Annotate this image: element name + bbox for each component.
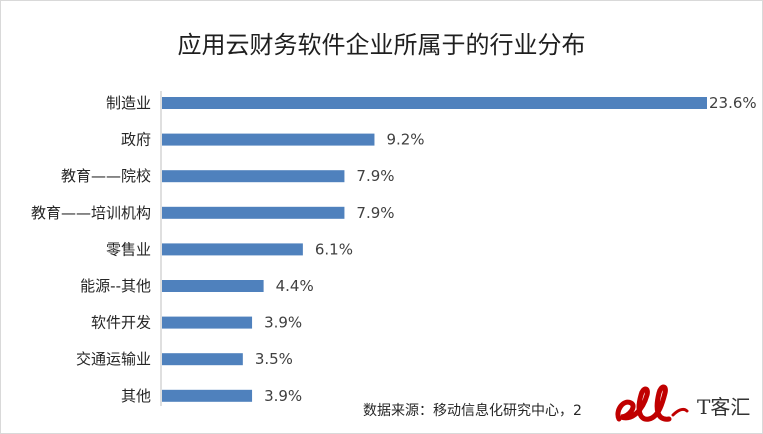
source-note: 数据来源：移动信息化研究中心，2: [363, 403, 582, 419]
category-label-3: 教育——院校: [61, 167, 151, 185]
value-label-3: 7.9%: [356, 167, 394, 185]
category-label-7: 软件开发: [91, 314, 151, 332]
category-label-4: 教育——培训机构: [31, 204, 151, 222]
value-label-5: 6.1%: [315, 240, 353, 258]
ell-logo: [615, 384, 689, 422]
chart-title: 应用云财务软件企业所属于的行业分布: [177, 31, 586, 59]
bar-7: [162, 316, 253, 329]
category-label-6: 能源--其他: [80, 277, 151, 295]
category-label-2: 政府: [121, 131, 151, 149]
bar-3: [162, 170, 345, 183]
bar-9: [162, 389, 253, 402]
bars-group: [162, 97, 707, 402]
value-label-8: 3.5%: [255, 350, 293, 368]
category-label-5: 零售业: [106, 240, 151, 258]
bar-2: [162, 133, 375, 146]
value-label-6: 4.4%: [276, 277, 314, 295]
value-label-9: 3.9%: [264, 387, 302, 405]
value-labels: 23.6%9.2%7.9%7.9%6.1%4.4%3.9%3.5%3.9%: [255, 94, 757, 405]
category-label-1: 制造业: [106, 94, 151, 112]
bar-5: [162, 243, 303, 256]
value-label-2: 9.2%: [386, 131, 424, 149]
watermark: T客汇: [613, 381, 761, 431]
value-label-1: 23.6%: [709, 94, 757, 112]
bar-1: [162, 97, 707, 109]
bar-8: [162, 353, 243, 366]
watermark-text: T客汇: [697, 395, 751, 419]
value-label-7: 3.9%: [264, 314, 302, 332]
category-label-8: 交通运输业: [76, 350, 151, 368]
bar-6: [162, 280, 264, 292]
value-label-4: 7.9%: [356, 204, 394, 222]
bar-4: [162, 206, 345, 219]
category-label-9: 其他: [121, 387, 151, 405]
